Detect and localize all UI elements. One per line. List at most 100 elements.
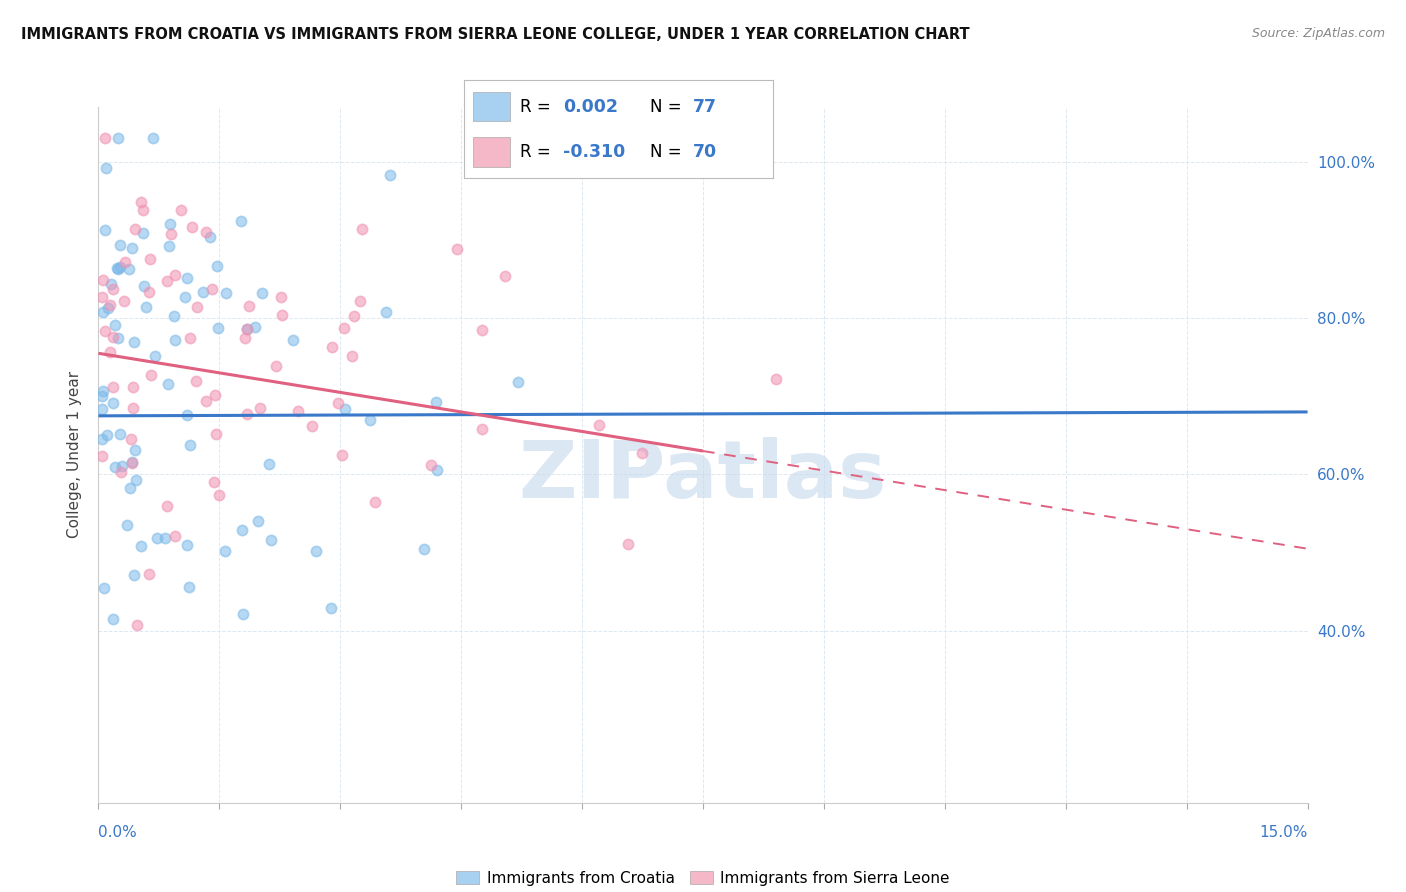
Point: [129, 195, 152, 210]
Text: 70: 70: [693, 143, 717, 161]
Point: [91, 401, 114, 416]
Point: [98, 298, 121, 312]
Point: [107, 262, 129, 277]
Point: [110, 465, 132, 479]
Point: [132, 279, 155, 293]
Point: [281, 333, 304, 347]
Point: [359, 413, 381, 427]
Point: [108, 260, 131, 275]
Point: [138, 566, 160, 581]
Point: [765, 372, 787, 386]
Point: [131, 226, 153, 240]
Point: [153, 531, 176, 545]
Point: [176, 537, 198, 551]
Point: [101, 612, 124, 626]
Point: [97, 301, 120, 315]
Point: [121, 455, 143, 469]
Point: [364, 495, 387, 509]
Point: [198, 230, 221, 244]
Text: 77: 77: [693, 98, 717, 116]
Point: [231, 523, 253, 537]
Point: [179, 438, 201, 452]
Point: [215, 285, 238, 300]
Point: [157, 377, 180, 392]
Point: [98, 345, 121, 359]
Point: [343, 309, 366, 323]
Point: [270, 290, 292, 304]
Point: [176, 271, 198, 285]
Point: [494, 269, 516, 284]
Point: [124, 222, 146, 236]
Point: [419, 458, 441, 472]
Point: [91, 272, 114, 286]
Point: [207, 321, 229, 335]
Point: [93, 581, 115, 595]
Point: [616, 537, 638, 551]
Point: [257, 457, 280, 471]
Point: [163, 333, 186, 347]
Text: R =: R =: [520, 143, 550, 161]
Point: [165, 529, 187, 543]
Point: [100, 277, 122, 291]
Point: [446, 242, 468, 256]
Point: [321, 340, 343, 354]
Point: [91, 384, 114, 399]
Point: [333, 321, 356, 335]
Point: [127, 618, 149, 632]
Text: R =: R =: [520, 98, 550, 116]
Point: [236, 322, 259, 336]
Point: [139, 368, 162, 383]
Point: [138, 285, 160, 300]
Point: [202, 475, 225, 490]
Point: [101, 282, 124, 296]
Point: [588, 417, 610, 432]
Point: [193, 285, 215, 300]
Point: [91, 432, 114, 446]
Point: [107, 131, 129, 145]
Point: [91, 305, 114, 319]
Point: [129, 539, 152, 553]
Point: [201, 282, 224, 296]
Point: [233, 331, 256, 345]
Point: [235, 407, 257, 421]
Point: [208, 488, 231, 502]
Point: [104, 318, 127, 332]
Point: [156, 499, 179, 513]
Point: [159, 238, 181, 252]
Point: [96, 428, 118, 442]
Point: [112, 293, 135, 308]
Text: -0.310: -0.310: [562, 143, 626, 161]
Point: [118, 261, 141, 276]
Text: Source: ZipAtlas.com: Source: ZipAtlas.com: [1251, 27, 1385, 40]
Point: [176, 408, 198, 422]
Point: [91, 449, 114, 463]
Point: [471, 323, 494, 337]
Point: [163, 268, 186, 282]
Point: [471, 422, 494, 436]
Point: [232, 607, 254, 621]
Point: [186, 300, 208, 314]
Point: [107, 331, 129, 345]
Point: [125, 473, 148, 487]
Y-axis label: College, Under 1 year: College, Under 1 year: [67, 371, 83, 539]
Point: [413, 542, 436, 557]
Point: [184, 374, 207, 388]
Bar: [474, 92, 510, 121]
Point: [204, 427, 226, 442]
Point: [132, 202, 155, 217]
Point: [104, 460, 127, 475]
Point: [94, 131, 117, 145]
Point: [326, 395, 349, 409]
Point: [330, 448, 353, 462]
Point: [243, 320, 266, 334]
Point: [156, 274, 179, 288]
Point: [117, 517, 139, 532]
Point: [214, 543, 236, 558]
Point: [506, 376, 529, 390]
Point: [179, 331, 201, 345]
Point: [260, 533, 283, 548]
Point: [138, 252, 160, 266]
Point: [160, 227, 183, 242]
Point: [94, 222, 117, 236]
Point: [271, 308, 294, 322]
